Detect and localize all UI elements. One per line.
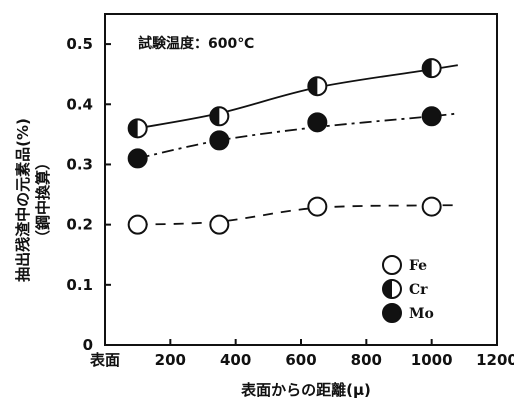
data-point-cr-fill: [422, 59, 432, 78]
data-point-cr-fill: [308, 77, 318, 96]
data-point-cr: [127, 118, 148, 139]
data-point-mo-shape: [127, 148, 148, 169]
x-tick-label: 600: [285, 351, 316, 369]
data-point-fe-shape: [421, 196, 442, 217]
y-axis-title: 抽出残渣中の元素品(%) （鋼中換算）: [14, 118, 52, 282]
legend-label-cr: Cr: [409, 282, 428, 298]
legend-marker-mo: [382, 303, 402, 323]
data-point-mo: [307, 112, 328, 133]
legend: Fe Cr Mo: [382, 255, 434, 323]
legend-marker-mo-shape: [382, 303, 402, 323]
legend-label-mo: Mo: [409, 306, 434, 322]
y-tick-label: 0.2: [66, 216, 93, 234]
data-point-fe: [209, 214, 230, 235]
x-axis-title: 表面からの距離(μ): [241, 381, 371, 399]
data-point-fe-shape: [127, 214, 148, 235]
y-axis-title-line1: 抽出残渣中の元素品(%): [14, 118, 32, 282]
data-point-mo-shape: [307, 112, 328, 133]
data-point-mo-shape: [209, 130, 230, 151]
legend-marker-fe: [382, 255, 402, 275]
data-point-cr-fill: [210, 107, 220, 126]
x-tick-label: 1000: [411, 351, 453, 369]
y-tick-label: 0.3: [66, 155, 93, 173]
plot-area: 表面 200 400 600 800 1000 1200 0 0.1 0.2 0.3 0.4 0.5 Fe…: [66, 13, 514, 369]
x-tick-label: 400: [220, 351, 251, 369]
y-tick-label: 0.1: [66, 276, 93, 294]
data-point-cr-fill: [128, 119, 138, 138]
data-point-cr: [209, 106, 230, 127]
x-tick-label: 200: [155, 351, 186, 369]
legend-marker-fe-shape: [382, 255, 402, 275]
data-point-fe-shape: [209, 214, 230, 235]
data-point-cr: [421, 58, 442, 79]
data-point-mo: [421, 106, 442, 127]
data-point-mo: [209, 130, 230, 151]
x-tick-label: 表面: [90, 351, 120, 369]
x-tick-label: 1200: [476, 351, 514, 369]
series-line-fe: [137, 204, 458, 226]
legend-marker-cr-fill: [383, 280, 392, 298]
data-point-fe: [307, 196, 328, 217]
data-point-fe-shape: [307, 196, 328, 217]
y-tick-label: 0.4: [66, 95, 93, 113]
y-tick-label: 0.5: [66, 35, 93, 53]
data-point-mo-shape: [421, 106, 442, 127]
y-axis-title-line2: （鋼中換算）: [34, 155, 52, 245]
y-tick-label: 0: [83, 336, 93, 354]
data-point-fe: [421, 196, 442, 217]
data-point-mo: [127, 148, 148, 169]
data-point-cr: [307, 76, 328, 97]
data-point-fe: [127, 214, 148, 235]
legend-label-fe: Fe: [409, 258, 427, 274]
x-tick-label: 800: [351, 351, 382, 369]
temperature-annotation: 試験温度：600℃: [138, 35, 254, 52]
legend-marker-cr: [382, 279, 402, 299]
